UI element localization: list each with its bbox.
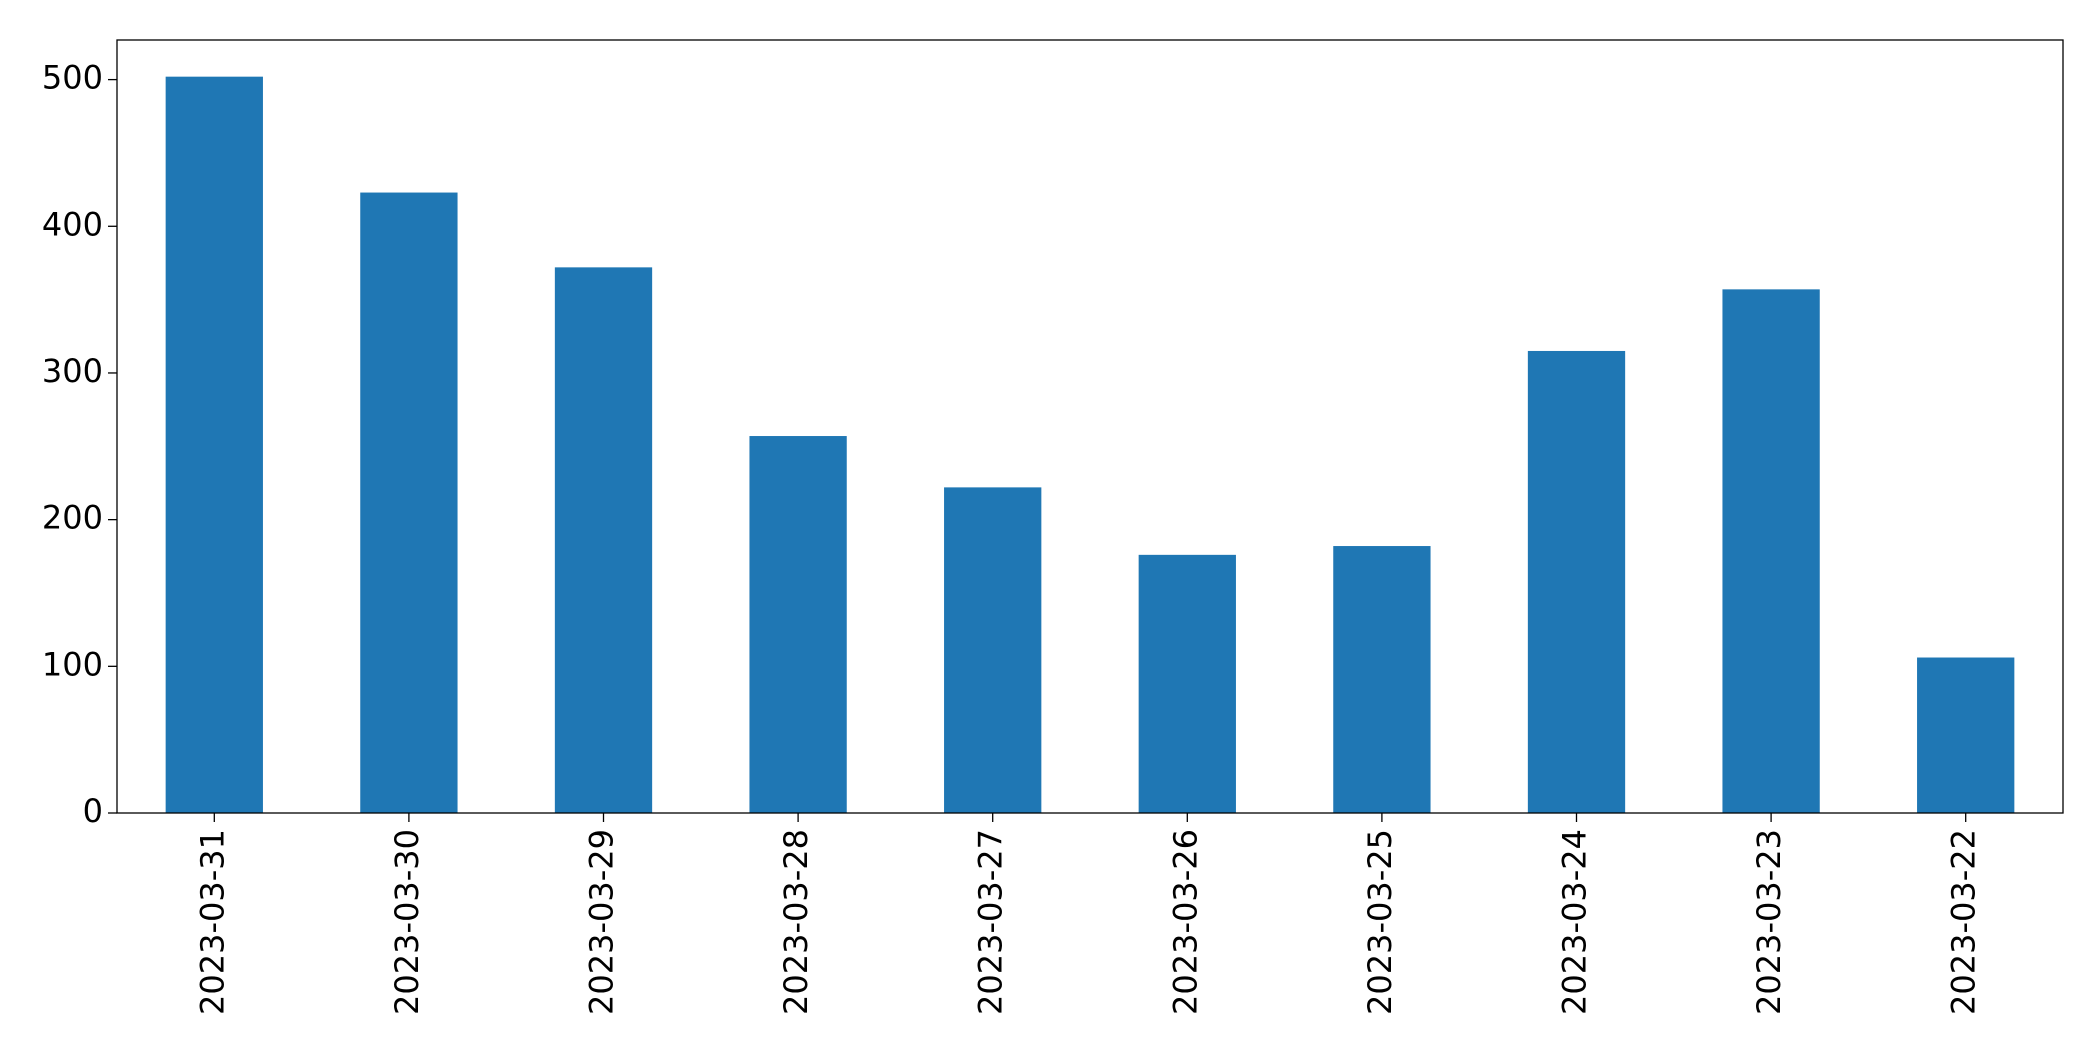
x-tick-label: 2023-03-26 (1166, 829, 1204, 1015)
y-tick-label: 500 (42, 59, 103, 97)
x-tick-label: 2023-03-29 (583, 829, 621, 1015)
x-tick-label: 2023-03-22 (1945, 829, 1983, 1015)
bar (749, 436, 847, 813)
bar (165, 76, 263, 814)
bar (944, 487, 1042, 813)
x-tick-label: 2023-03-31 (193, 829, 231, 1015)
y-tick-label: 200 (42, 499, 103, 537)
y-tick-label: 400 (42, 205, 103, 243)
bar (1333, 546, 1431, 813)
bar (1722, 289, 1820, 813)
bar (360, 192, 458, 813)
bar (1527, 350, 1626, 813)
bar (554, 267, 653, 814)
x-tick-label: 2023-03-23 (1750, 829, 1788, 1015)
y-tick-label: 300 (42, 352, 103, 390)
x-tick-label: 2023-03-30 (388, 829, 426, 1015)
y-tick-label: 0 (83, 792, 103, 830)
bar (1917, 657, 2015, 813)
x-tick-label: 2023-03-28 (777, 829, 815, 1015)
x-tick-label: 2023-03-25 (1361, 829, 1399, 1015)
plot-frame (116, 39, 2064, 814)
x-tick-label: 2023-03-24 (1556, 829, 1594, 1015)
bar (1138, 554, 1236, 813)
x-tick-label: 2023-03-27 (972, 829, 1010, 1015)
y-tick-label: 100 (42, 645, 103, 683)
